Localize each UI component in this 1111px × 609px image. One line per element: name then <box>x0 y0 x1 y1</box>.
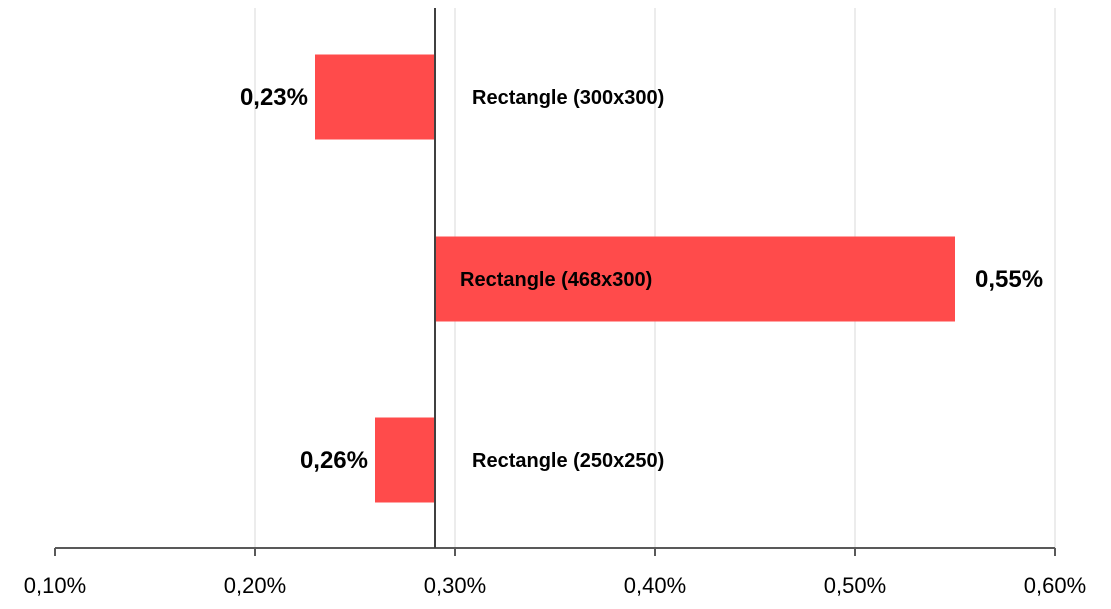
category-label: Rectangle (250x250) <box>472 450 664 472</box>
x-tick-label: 0,40% <box>624 573 686 598</box>
category-label: Rectangle (300x300) <box>472 87 664 109</box>
labels: Rectangle (300x300) 0,23% Rectangle (468x3… <box>240 84 1043 474</box>
x-tick-label: 0,20% <box>224 573 286 598</box>
x-tick-label: 0,30% <box>424 573 486 598</box>
bar <box>315 54 435 140</box>
value-label: 0,55% <box>975 266 1043 293</box>
bars <box>315 54 955 503</box>
x-tick-label: 0,60% <box>1024 573 1086 598</box>
x-tick-label: 0,10% <box>24 573 86 598</box>
value-label: 0,26% <box>300 447 368 474</box>
value-label: 0,23% <box>240 84 308 111</box>
bar <box>375 417 435 503</box>
bar <box>435 236 955 322</box>
x-axis-ticks: 0,10% 0,20% 0,30% 0,40% 0,50% 0,60% <box>24 548 1086 598</box>
category-label: Rectangle (468x300) <box>460 269 652 291</box>
x-tick-label: 0,50% <box>824 573 886 598</box>
